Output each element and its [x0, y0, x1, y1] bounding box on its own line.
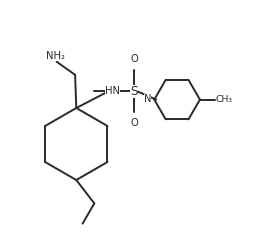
Text: O: O: [130, 118, 138, 128]
Text: N: N: [144, 94, 151, 104]
Text: NH₂: NH₂: [46, 51, 65, 61]
Text: HN: HN: [105, 86, 120, 96]
Text: S: S: [130, 85, 138, 98]
Text: CH₃: CH₃: [216, 95, 233, 104]
Text: O: O: [130, 54, 138, 64]
